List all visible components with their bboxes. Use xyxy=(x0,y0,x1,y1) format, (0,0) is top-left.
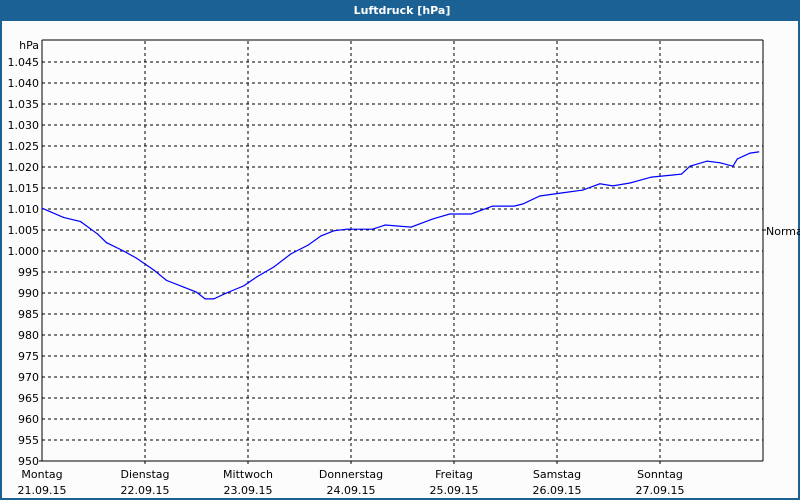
data-point xyxy=(320,235,322,237)
y-tick-label: 1.025 xyxy=(8,140,40,153)
data-point xyxy=(689,165,691,167)
data-point xyxy=(431,218,434,220)
x-tick-date: 24.09.15 xyxy=(327,484,376,497)
x-tick-day: Sonntag xyxy=(637,468,683,481)
x-tick-day: Mittwoch xyxy=(223,468,273,481)
data-point xyxy=(62,216,65,218)
x-tick-day: Donnerstag xyxy=(319,468,383,481)
data-point xyxy=(758,151,760,153)
data-point xyxy=(449,213,451,215)
data-point xyxy=(719,162,721,164)
y-tick-label: 950 xyxy=(18,455,39,468)
data-point xyxy=(410,226,412,228)
y-tick-label: 1.010 xyxy=(8,203,40,216)
y-tick-label: 1.045 xyxy=(8,56,40,69)
pressure-line xyxy=(41,151,759,300)
y-tick-label: 1.015 xyxy=(8,182,40,195)
data-point xyxy=(599,183,601,185)
data-point xyxy=(522,203,524,205)
y-tick-label: 970 xyxy=(18,371,39,384)
y-tick-label: 955 xyxy=(18,434,39,447)
x-tick-day: Samstag xyxy=(533,468,581,481)
data-point xyxy=(80,221,82,223)
x-tick-day: Dienstag xyxy=(120,468,169,481)
window-title: Luftdruck [hPa] xyxy=(2,0,800,21)
data-point xyxy=(273,266,275,268)
data-point xyxy=(122,250,125,252)
data-point xyxy=(165,279,168,281)
data-point xyxy=(346,228,348,230)
y-tick-label: 1.020 xyxy=(8,161,40,174)
data-point xyxy=(650,176,653,178)
data-point xyxy=(105,242,107,244)
y-axis-unit: hPa xyxy=(19,39,39,52)
x-tick-day: Freitag xyxy=(435,468,473,481)
data-point xyxy=(672,174,674,176)
y-tick-label: 1.030 xyxy=(8,119,40,132)
x-tick-date: 22.09.15 xyxy=(121,484,170,497)
data-point xyxy=(225,292,228,294)
data-point xyxy=(135,257,138,259)
data-point xyxy=(736,158,738,160)
x-tick-date: 21.09.15 xyxy=(18,484,67,497)
x-tick-day: Montag xyxy=(21,468,62,481)
data-point xyxy=(97,233,99,235)
data-point xyxy=(183,286,185,288)
y-tick-label: 990 xyxy=(18,287,39,300)
data-point xyxy=(371,228,374,230)
x-tick-date: 25.09.15 xyxy=(430,484,479,497)
y-tick-label: 995 xyxy=(18,266,39,279)
data-point xyxy=(513,205,515,207)
data-point xyxy=(680,173,683,175)
data-point xyxy=(290,253,292,255)
data-point xyxy=(612,185,614,187)
y-tick-label: 1.000 xyxy=(8,245,40,258)
data-point xyxy=(732,165,734,167)
y-tick-label: 975 xyxy=(18,350,39,363)
y-tick-label: 980 xyxy=(18,329,39,342)
data-point xyxy=(706,160,708,162)
y-tick-label: 1.040 xyxy=(8,77,40,90)
y-tick-label: 1.005 xyxy=(8,224,40,237)
data-point xyxy=(560,192,562,194)
x-tick-date: 26.09.15 xyxy=(533,484,582,497)
data-point xyxy=(629,182,631,184)
x-tick-date: 27.09.15 xyxy=(636,484,685,497)
y-tick-label: 965 xyxy=(18,392,39,405)
y-tick-label: 960 xyxy=(18,413,39,426)
data-point xyxy=(492,205,494,207)
data-point xyxy=(152,269,155,271)
data-point xyxy=(243,285,245,287)
data-point xyxy=(333,230,335,232)
data-point xyxy=(384,224,386,226)
x-tick-date: 23.09.15 xyxy=(224,484,273,497)
data-point xyxy=(470,213,472,215)
data-point xyxy=(255,276,258,278)
data-point xyxy=(582,189,584,191)
y-tick-label: 985 xyxy=(18,308,39,321)
data-point xyxy=(204,298,206,300)
normal-label: Normal xyxy=(766,225,800,238)
data-point xyxy=(213,298,215,300)
data-point xyxy=(749,152,751,154)
data-point xyxy=(539,195,541,197)
data-point xyxy=(195,291,198,293)
data-point xyxy=(41,207,43,209)
y-tick-label: 1.035 xyxy=(8,98,40,111)
data-point xyxy=(307,244,309,246)
